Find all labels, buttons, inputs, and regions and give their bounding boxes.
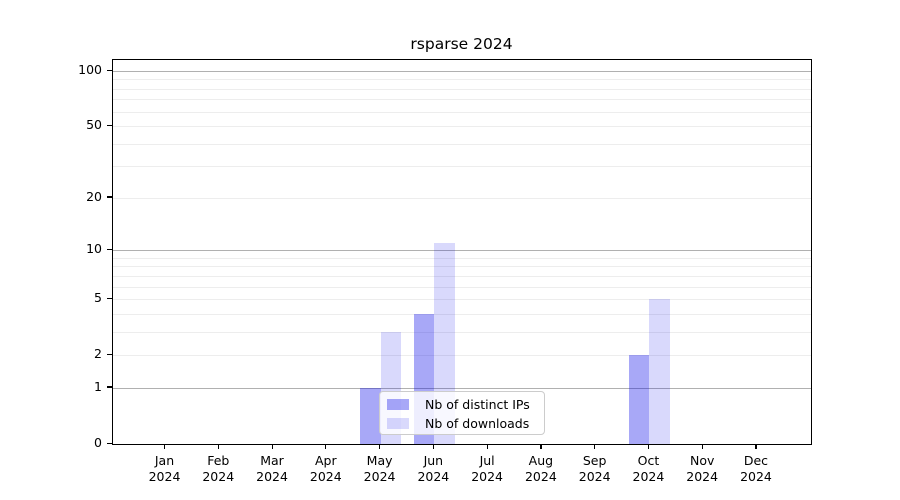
y-tick-label-10: 10 xyxy=(86,241,102,257)
minor-gridline-4 xyxy=(113,313,811,315)
minor-gridline-6 xyxy=(113,286,811,288)
minor-gridline-9 xyxy=(113,257,811,259)
minor-gridline-8 xyxy=(113,266,811,268)
bar-distinct-ips-May xyxy=(360,387,381,444)
x-tick-label-Nov: Nov 2024 xyxy=(672,453,732,484)
x-tick-label-May: May 2024 xyxy=(350,453,410,484)
y-tick-mark-2 xyxy=(107,353,112,355)
y-tick-mark-50 xyxy=(107,124,112,126)
x-tick-label-Aug: Aug 2024 xyxy=(511,453,571,484)
y-tick-label-20: 20 xyxy=(86,188,102,204)
x-tick-year-Mar: 2024 xyxy=(256,468,288,484)
x-tick-year-May: 2024 xyxy=(363,468,396,484)
x-tick-label-Jan: Jan 2024 xyxy=(135,453,195,484)
major-gridline-1 xyxy=(113,387,811,389)
x-tick-label-Dec: Dec 2024 xyxy=(726,453,786,484)
x-tick-year-Feb: 2024 xyxy=(202,468,235,484)
x-tick-year-Apr: 2024 xyxy=(309,468,342,484)
x-tick-mark-Dec xyxy=(755,444,757,449)
minor-gridline-7 xyxy=(113,275,811,277)
major-gridline-10 xyxy=(113,250,811,252)
x-tick-mark-Jul xyxy=(486,444,488,449)
y-tick-label-50: 50 xyxy=(86,117,102,133)
y-tick-mark-20 xyxy=(107,196,112,198)
minor-gridline-80 xyxy=(113,88,811,90)
x-tick-label-Sep: Sep 2024 xyxy=(565,453,625,484)
x-tick-mark-Nov xyxy=(701,444,703,449)
x-tick-label-Mar: Mar 2024 xyxy=(242,453,302,484)
major-gridline-100 xyxy=(113,71,811,72)
x-tick-year-Jul: 2024 xyxy=(471,468,504,484)
x-tick-mark-Oct xyxy=(647,444,650,449)
y-tick-label-2: 2 xyxy=(94,346,102,362)
y-tick-mark-100 xyxy=(107,69,112,71)
y-tick-mark-1 xyxy=(107,386,112,388)
minor-gridline-70 xyxy=(113,99,811,101)
minor-gridline-40 xyxy=(113,143,811,145)
x-tick-mark-Mar xyxy=(271,444,273,449)
x-tick-mark-Jan xyxy=(164,444,166,449)
y-tick-mark-10 xyxy=(107,248,112,250)
chart-title: rsparse 2024 xyxy=(410,35,513,53)
x-tick-mark-May xyxy=(379,444,381,449)
x-tick-mark-Sep xyxy=(594,444,596,449)
x-tick-mark-Feb xyxy=(217,444,219,449)
x-tick-year-Aug: 2024 xyxy=(524,468,557,484)
legend-label-downloads: Nb of downloads xyxy=(425,416,530,431)
x-tick-label-Feb: Feb 2024 xyxy=(188,453,248,484)
x-tick-year-Jan: 2024 xyxy=(148,468,181,484)
plot-area xyxy=(112,59,812,445)
minor-gridline-50 xyxy=(113,126,811,128)
x-tick-year-Sep: 2024 xyxy=(578,468,611,484)
x-tick-year-Dec: 2024 xyxy=(740,468,772,484)
legend: Nb of distinct IPs Nb of downloads xyxy=(379,391,545,435)
minor-gridline-30 xyxy=(113,166,811,168)
y-tick-label-1: 1 xyxy=(94,378,102,394)
x-tick-mark-Jun xyxy=(432,444,435,449)
bar-downloads-Oct xyxy=(649,299,670,444)
legend-item-downloads: Nb of downloads xyxy=(387,417,529,430)
legend-swatch-distinct-ips-icon xyxy=(387,399,409,410)
x-tick-label-Jun: Jun 2024 xyxy=(403,453,463,484)
legend-swatch-downloads-icon xyxy=(387,418,409,429)
y-tick-mark-5 xyxy=(107,297,112,299)
legend-label-distinct-ips: Nb of distinct IPs xyxy=(425,397,530,412)
x-tick-mark-Aug xyxy=(540,444,542,449)
minor-gridline-20 xyxy=(113,197,811,199)
minor-gridline-3 xyxy=(113,331,811,333)
minor-gridline-5 xyxy=(113,299,811,301)
x-tick-label-Apr: Apr 2024 xyxy=(296,453,356,484)
bar-distinct-ips-Oct xyxy=(628,355,650,444)
minor-gridline-2 xyxy=(113,355,811,357)
minor-gridline-90 xyxy=(113,79,811,81)
x-tick-year-Nov: 2024 xyxy=(686,468,719,484)
y-tick-label-100: 100 xyxy=(78,62,102,77)
x-tick-mark-Apr xyxy=(325,444,327,449)
x-tick-label-Jul: Jul 2024 xyxy=(457,453,517,484)
y-tick-label-0: 0 xyxy=(94,435,102,450)
legend-item-distinct-ips: Nb of distinct IPs xyxy=(387,398,530,411)
y-tick-label-5: 5 xyxy=(94,290,102,306)
y-tick-mark-0 xyxy=(107,442,112,444)
minor-gridline-60 xyxy=(113,111,811,113)
x-tick-label-Oct: Oct 2024 xyxy=(618,453,678,484)
x-tick-year-Jun: 2024 xyxy=(417,468,450,484)
x-tick-year-Oct: 2024 xyxy=(632,468,665,484)
